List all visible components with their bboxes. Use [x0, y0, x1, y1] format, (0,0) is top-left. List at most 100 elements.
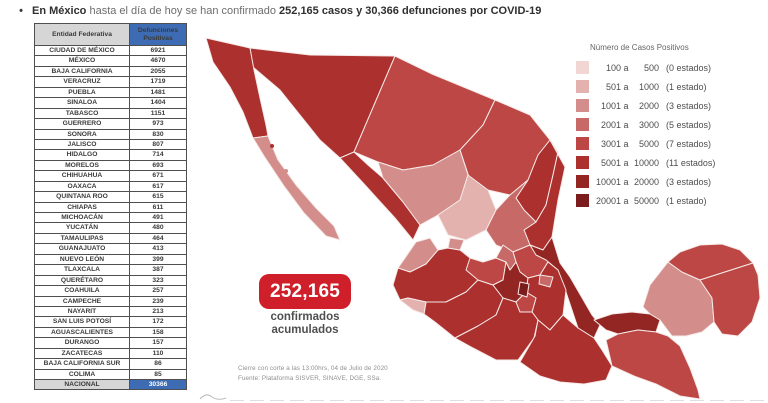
table-row: CHIHUAHUA 671 — [34, 170, 187, 182]
state-name-cell: MÉXICO — [34, 55, 130, 67]
state-name-cell: DURANGO — [34, 337, 130, 349]
legend-color-swatch — [576, 118, 589, 131]
state-deaths-cell: 157 — [129, 337, 187, 349]
map-state-tlaxcala[interactable] — [538, 274, 554, 288]
state-name-cell: OAXACA — [34, 180, 130, 193]
table-row: TLAXCALA 387 — [34, 264, 187, 276]
legend-range: 20001 a 50000 — [595, 195, 659, 206]
table-row: TAMAULIPAS 464 — [34, 232, 187, 245]
table-row: BAJA CALIFORNIA SUR 86 — [34, 358, 187, 370]
table-row: CAMPECHE 239 — [34, 295, 187, 307]
state-deaths-cell: 1151 — [129, 107, 187, 120]
legend-range: 5001 a 10000 — [600, 157, 659, 168]
state-name-cell: SINALOA — [34, 97, 130, 109]
legend-color-swatch — [576, 194, 589, 207]
page-corner-scribble — [199, 394, 227, 400]
legend-state-count: (0 estados) — [666, 62, 712, 73]
legend-state-count: (7 estados) — [666, 138, 712, 149]
legend-item: 20001 a 50000 (1 estado) — [576, 191, 764, 210]
state-deaths-cell: 1719 — [129, 76, 187, 88]
legend-color-swatch — [576, 156, 589, 169]
state-deaths-cell: 671 — [129, 170, 187, 182]
badge-caption: confirmados acumulados — [244, 311, 366, 337]
legend-range: 3001 a 5000 — [600, 138, 659, 149]
map-state-san-luis-potosi[interactable] — [485, 179, 537, 253]
mexico-choropleth-map — [199, 37, 768, 401]
legend-item: 5001 a 10000 (11 estados) — [576, 153, 764, 172]
map-state-baja-california-sur[interactable] — [252, 135, 341, 241]
state-name-cell: VERACRUZ — [34, 76, 130, 88]
state-deaths-cell: 2055 — [129, 65, 187, 78]
map-state-queretaro[interactable] — [495, 244, 517, 271]
badge-caption-line1: confirmados — [270, 311, 340, 323]
gulf-island — [270, 144, 274, 148]
state-deaths-cell: 464 — [129, 232, 187, 245]
legend-state-count: (1 estado) — [666, 195, 707, 206]
map-state-yucatan[interactable] — [667, 243, 754, 281]
state-name-cell: TAMAULIPAS — [34, 232, 130, 245]
table-row: GUERRERO 973 — [34, 118, 187, 130]
state-name-cell: JALISCO — [34, 138, 130, 151]
table-row: SONORA 830 — [34, 128, 187, 140]
headline-region: En México — [32, 5, 87, 17]
table-row: GUANAJUATO 413 — [34, 243, 187, 255]
headline-middle: hasta el día de hoy se han confirmado — [86, 5, 280, 17]
state-deaths-cell: 239 — [129, 295, 187, 307]
table-row: BAJA CALIFORNIA 2055 — [34, 65, 187, 78]
state-deaths-cell: 4670 — [129, 55, 187, 67]
confirmed-cases-value: 252,165 — [269, 280, 341, 302]
state-name-cell: SONORA — [34, 128, 130, 140]
table-row: MÉXICO 4670 — [34, 55, 187, 67]
table-row: COAHUILA 257 — [34, 285, 187, 297]
map-state-tabasco[interactable] — [593, 311, 661, 335]
table-row: HIDALGO 714 — [34, 149, 187, 161]
state-name-cell: AGUASCALIENTES — [34, 326, 130, 339]
map-state-ciudad-de-mexico[interactable] — [517, 281, 530, 298]
legend-item: 501 a 1000 (1 estado) — [576, 77, 764, 96]
state-deaths-cell: 158 — [129, 326, 187, 339]
state-deaths-cell: 387 — [129, 264, 187, 276]
state-name-cell: YUCATÁN — [34, 222, 130, 234]
badge-caption-line2: acumulados — [271, 324, 339, 336]
confirmed-cases-badge: 252,165 — [259, 274, 351, 309]
legend-color-swatch — [576, 137, 589, 150]
column-header-deaths: Defunciones Positivas — [129, 23, 187, 46]
state-name-cell: MORELOS — [34, 159, 130, 172]
state-name-cell: PUEBLA — [34, 86, 130, 99]
table-row: NAYARIT 213 — [34, 305, 187, 318]
state-name-cell: COAHUILA — [34, 285, 130, 297]
state-deaths-cell: 617 — [129, 180, 187, 193]
legend-item: 3001 a 5000 (7 estados) — [576, 134, 764, 153]
legend-item: 100 a 500 (0 estados) — [576, 58, 764, 77]
state-deaths-cell: 6921 — [129, 44, 187, 57]
legend-color-swatch — [576, 61, 589, 74]
state-deaths-cell: 413 — [129, 243, 187, 255]
table-row: QUINTANA ROO 615 — [34, 191, 187, 203]
legend-state-count: (11 estados) — [666, 157, 716, 168]
state-name-cell: COLIMA — [34, 368, 130, 381]
table-row: PUEBLA 1481 — [34, 86, 187, 99]
map-state-sonora[interactable] — [249, 47, 396, 159]
table-row: SINALOA 1404 — [34, 97, 187, 109]
national-total-row: NACIONAL 30366 — [34, 378, 187, 391]
map-state-aguascalientes[interactable] — [447, 237, 465, 251]
source-note: Fuente: Plataforma SISVER, SINAVE, DGE, … — [238, 375, 382, 382]
table-row: YUCATÁN 480 — [34, 222, 187, 234]
state-deaths-cell: 973 — [129, 118, 187, 130]
legend-range: 501 a 1000 — [605, 81, 659, 92]
map-state-oaxaca[interactable] — [519, 314, 613, 385]
table-row: TABASCO 1151 — [34, 107, 187, 120]
map-state-sinaloa[interactable] — [339, 151, 421, 241]
state-deaths-cell: 172 — [129, 316, 187, 328]
map-state-chiapas[interactable] — [605, 329, 701, 400]
state-deaths-cell: 611 — [129, 201, 187, 214]
state-name-cell: GUERRERO — [34, 118, 130, 130]
bullet-marker: • — [19, 5, 23, 17]
state-deaths-cell: 807 — [129, 138, 187, 151]
state-name-cell: ZACATECAS — [34, 347, 130, 360]
state-deaths-cell: 714 — [129, 149, 187, 161]
table-row: NUEVO LEÓN 399 — [34, 253, 187, 266]
map-state-colima[interactable] — [399, 297, 427, 315]
map-state-quintana-roo[interactable] — [699, 262, 761, 337]
